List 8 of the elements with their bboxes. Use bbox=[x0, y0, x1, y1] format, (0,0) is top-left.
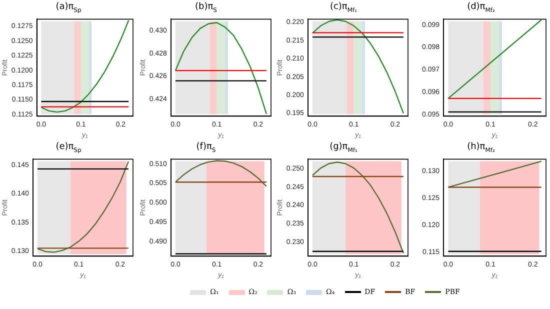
chart-title: (b)π$_{S}$ bbox=[194, 1, 218, 14]
chart-title: (c)π$_{Mf₁}$ bbox=[328, 1, 358, 14]
chart-title: (a)π$_{Sp}$ bbox=[54, 1, 82, 14]
chart-title: (e)π$_{Sp}$ bbox=[54, 141, 82, 154]
chart-title: (d)π$_{Mf₂}$ bbox=[466, 1, 496, 14]
chart-title: (h)π$_{Mf₂}$ bbox=[466, 141, 496, 154]
chart-title: (g)π$_{Mf₁}$ bbox=[328, 141, 358, 154]
chart-title: (f)π$_{S}$ bbox=[195, 141, 217, 154]
